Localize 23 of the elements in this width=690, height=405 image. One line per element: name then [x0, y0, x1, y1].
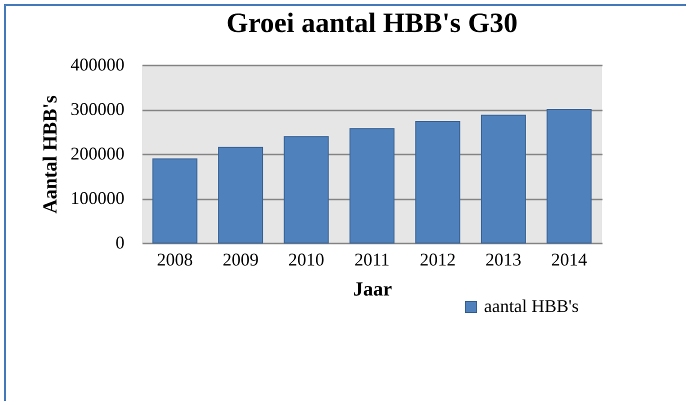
y-tick-label: 100000 [70, 188, 124, 208]
x-axis-title: Jaar [353, 278, 392, 300]
bar [152, 158, 198, 244]
x-tick-label: 2009 [222, 250, 259, 270]
bar [284, 136, 329, 244]
x-tick-label: 2008 [156, 250, 193, 270]
bar [546, 109, 592, 244]
bar [218, 146, 264, 244]
y-tick-label: 0 [116, 232, 124, 252]
x-tick-label: 2014 [551, 250, 588, 270]
bar [480, 114, 526, 244]
x-tick-label: 2011 [354, 250, 390, 270]
x-tick-label: 2010 [288, 250, 324, 270]
x-tick-label: 2013 [485, 250, 522, 270]
y-tick-label: 400000 [70, 54, 124, 74]
y-axis-title: Aantal HBB's [40, 95, 62, 214]
y-tick-label: 200000 [70, 144, 124, 164]
y-tick-label: 300000 [70, 99, 124, 119]
bar [350, 128, 394, 244]
x-tick-label: 2012 [420, 250, 456, 270]
chart-title: Groei aantal HBB's G30 [226, 8, 518, 39]
legend-label: aantal HBB's [484, 296, 579, 316]
bar [415, 121, 460, 244]
